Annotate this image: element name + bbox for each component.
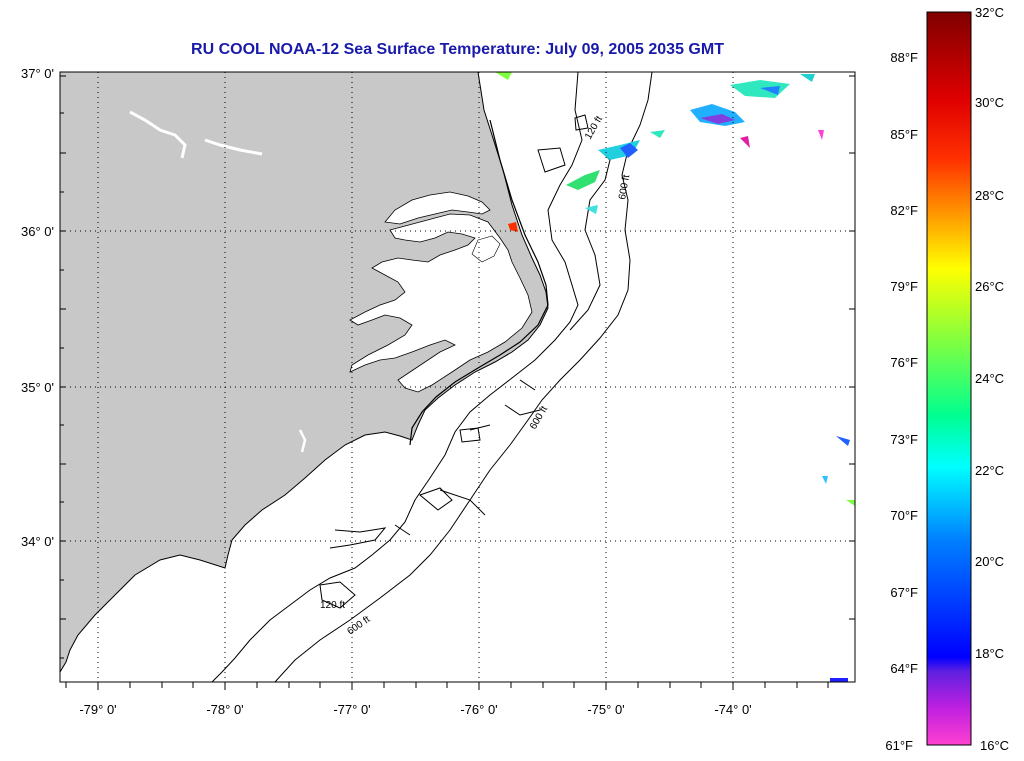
colorbar-c-22: 22°C	[975, 463, 1004, 478]
lon-label-79: -79° 0'	[79, 702, 116, 717]
axis-ticks	[60, 75, 855, 690]
map-title: RU COOL NOAA-12 Sea Surface Temperature:…	[191, 41, 724, 58]
colorbar-f-76: 76°F	[890, 355, 918, 370]
colorbar-f-73: 73°F	[890, 432, 918, 447]
colorbar-c-16: 16°C	[980, 738, 1009, 753]
colorbar-f-82: 82°F	[890, 203, 918, 218]
colorbar-c-26: 26°C	[975, 279, 1004, 294]
contour-shoals	[319, 114, 589, 609]
colorbar-c-18: 18°C	[975, 646, 1004, 661]
map-frame	[59, 71, 856, 683]
colorbar	[926, 11, 972, 746]
sst-data-patches	[495, 72, 855, 682]
colorbar-c-20: 20°C	[975, 554, 1004, 569]
colorbar-f-67: 67°F	[890, 585, 918, 600]
contour-shelf-edge	[394, 149, 611, 536]
colorbar-f-70: 70°F	[890, 508, 918, 523]
lon-label-77: -77° 0'	[333, 702, 370, 717]
colorbar-f-64: 64°F	[890, 661, 918, 676]
lon-label-78: -78° 0'	[206, 702, 243, 717]
colorbar-f-85: 85°F	[890, 127, 918, 142]
lat-label-36: 36° 0'	[21, 224, 54, 239]
colorbar-f-79: 79°F	[890, 279, 918, 294]
colorbar-f-61: 61°F	[885, 738, 913, 753]
contour-label-600-north: 600 ft	[617, 174, 632, 201]
contour-label-120-south: 120 ft	[320, 600, 345, 611]
contour-600ft-inner	[274, 72, 653, 682]
colorbar-c-32: 32°C	[975, 5, 1004, 20]
lat-label-37: 37° 0'	[21, 66, 54, 81]
contour-120ft	[211, 72, 583, 682]
lon-label-76: -76° 0'	[460, 702, 497, 717]
outer-banks	[409, 119, 549, 446]
lon-label-75: -75° 0'	[587, 702, 624, 717]
colorbar-c-24: 24°C	[975, 371, 1004, 386]
bathymetry-contours	[211, 72, 653, 682]
lon-label-74: -74° 0'	[714, 702, 751, 717]
albemarle-sound	[384, 191, 491, 225]
roanoke-river	[129, 110, 263, 159]
colorbar-f-88: 88°F	[890, 50, 918, 65]
lat-label-34: 34° 0'	[21, 534, 54, 549]
colorbar-c-28: 28°C	[975, 188, 1004, 203]
graticule	[60, 72, 855, 682]
lat-label-35: 35° 0'	[21, 380, 54, 395]
river-inlet	[298, 429, 307, 453]
colorbar-c-30: 30°C	[975, 95, 1004, 110]
